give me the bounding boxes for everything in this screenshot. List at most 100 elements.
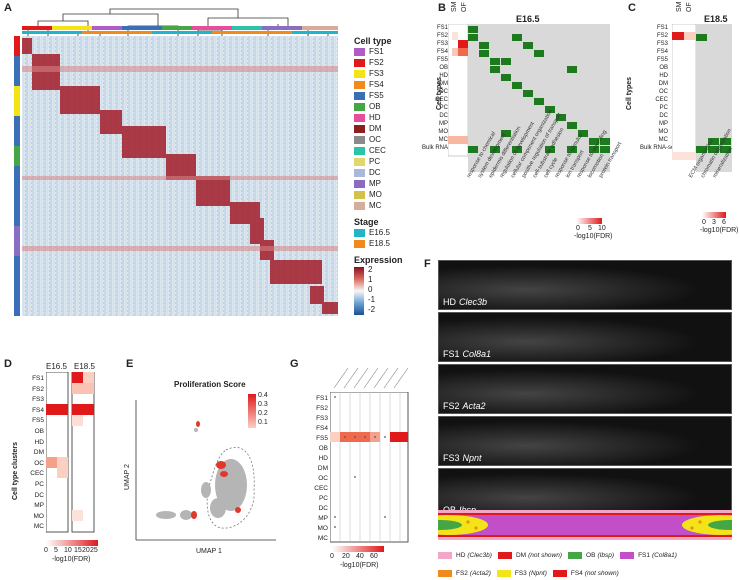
cell-type-legend-label: FS3 [369,69,384,78]
row-label: FS2 [32,385,44,393]
cell-type-legend-label: MO [369,190,382,199]
panel-g-heatmap [330,392,409,543]
panel-c-title: E18.5 [704,14,728,24]
enrichment-cell [567,122,577,129]
enrichment-cell [468,146,478,153]
row-label: FS4 [656,49,668,55]
enrichment-cell [708,146,719,153]
row-label: FS4 [436,49,448,55]
micrograph-gene: Col8a1 [462,349,492,359]
row-label: FS2 [656,33,668,39]
enrichment-cell [696,34,707,41]
row-label: MC [658,137,668,143]
schematic-legend-detail: (Col8a1) [651,552,677,559]
row-label: FS5 [32,417,44,425]
enrichment-cell [578,130,588,137]
enrichment-cell [589,138,599,145]
schematic-legend-swatch [620,551,635,559]
enrichment-cell [545,146,555,153]
enrichment-cell [479,50,489,57]
row-label: OC [659,89,668,95]
cell-type-legend-item: DM [354,123,434,134]
stage-swatch [354,239,365,248]
cell-type-legend-label: FS2 [369,58,384,67]
panel-label-b: B [438,2,446,14]
row-label: MP [659,121,668,127]
micrograph-marker: FS3 [443,453,460,463]
enrichment-cell [468,26,478,33]
row-label: OC [34,459,44,467]
panel-d-stage-label: E16.5 [46,362,67,371]
panel-g-colorbar [332,546,384,552]
row-label: PC [318,495,328,502]
legend-expression-title: Expression [354,255,403,265]
cell-type-legend-item: FS1 [354,46,434,57]
enrichment-cell [523,90,533,97]
row-label: MO [658,129,668,135]
stage-legend-item: E16.5 [354,227,434,238]
stage-swatch [354,228,365,237]
panel-b-cb-tick: 10 [598,225,606,232]
panel-c-grid [672,24,732,172]
cell-type-legend-item: DC [354,167,434,178]
cell-type-legend-item: FS2 [354,57,434,68]
schematic-legend-detail: (Npnt) [528,570,547,577]
panel-label-g: G [290,358,299,370]
cell-type-legend-item: MC [354,200,434,211]
panel-c-sm-label: SM [676,1,683,13]
enrichment-cell [545,106,555,113]
row-label: FS5 [656,57,668,63]
panel-label-e: E [126,358,134,370]
cell-type-swatch [354,80,365,89]
panel-f-legend: HD (Clec3b) DM (not shown) OB (Ibsp) FS1 (Col8a… [438,544,734,580]
cell-type-legend-item: OC [354,134,434,145]
panel-d-colorbar [46,540,98,546]
cell-type-swatch [354,146,365,155]
micrograph-label: FS2 Acta2 [443,401,486,411]
schematic-legend-label: FS4 [570,570,583,577]
expression-tick: 0 [368,285,373,294]
cell-type-swatch [354,135,365,144]
schematic-legend-detail: (Ibsp) [597,552,615,559]
row-label: FS4 [32,406,44,414]
micrograph-image: OBIbsp [438,468,732,518]
row-label: FS3 [316,415,328,422]
enrichment-cell [696,146,707,153]
schematic-legend-label: OB [586,552,596,559]
row-label: FS5 [436,57,448,63]
panel-c-cb-tick: 3 [712,219,716,226]
row-label: PC [659,105,668,111]
cell-type-swatch [354,91,365,100]
micrograph-label: FS3 Npnt [443,453,482,463]
schematic-legend-label: FS2 [456,570,468,577]
enrichment-cell [512,146,522,153]
panel-c-term-labels: ECM organization chromatin organization mi… [688,128,738,216]
panel-label-a: A [4,2,12,14]
row-label: MP [318,515,328,522]
row-label: DM [317,465,328,472]
row-label: CEC [314,485,328,492]
panel-b-cb-tick: 0 [576,225,580,232]
panel-e-cb-tick: 0.3 [258,401,268,408]
schematic-legend-item: FS2 (Acta2) [438,569,491,577]
legend-a: Cell type FS1 FS2 FS3 FS4 FS5 OB HD DM OC CEC PC DC… [354,36,434,317]
row-label: FS1 [436,25,448,31]
row-label: DM [438,81,448,87]
row-label: DC [318,505,328,512]
row-label: FS5 [316,435,328,442]
stage-legend-list: E16.5 E18.5 [354,227,434,249]
heatmap-a [14,26,338,316]
stage-legend-item: E18.5 [354,238,434,249]
row-label: DM [33,449,44,457]
cell-type-legend-item: CEC [354,145,434,156]
schematic-legend-item: FS4 (not shown) [552,569,619,577]
schematic-legend-swatch [438,569,452,577]
panel-e-cb-tick: 0.2 [258,410,268,417]
enrichment-cell [589,146,599,153]
row-label: CEC [655,97,668,103]
micrograph-marker: FS2 [443,401,460,411]
cell-type-swatch [354,47,365,56]
panel-d-cb-tick: 0 [44,547,48,554]
panel-d-stage-label: E18.5 [74,362,95,371]
row-label: DC [659,113,668,119]
